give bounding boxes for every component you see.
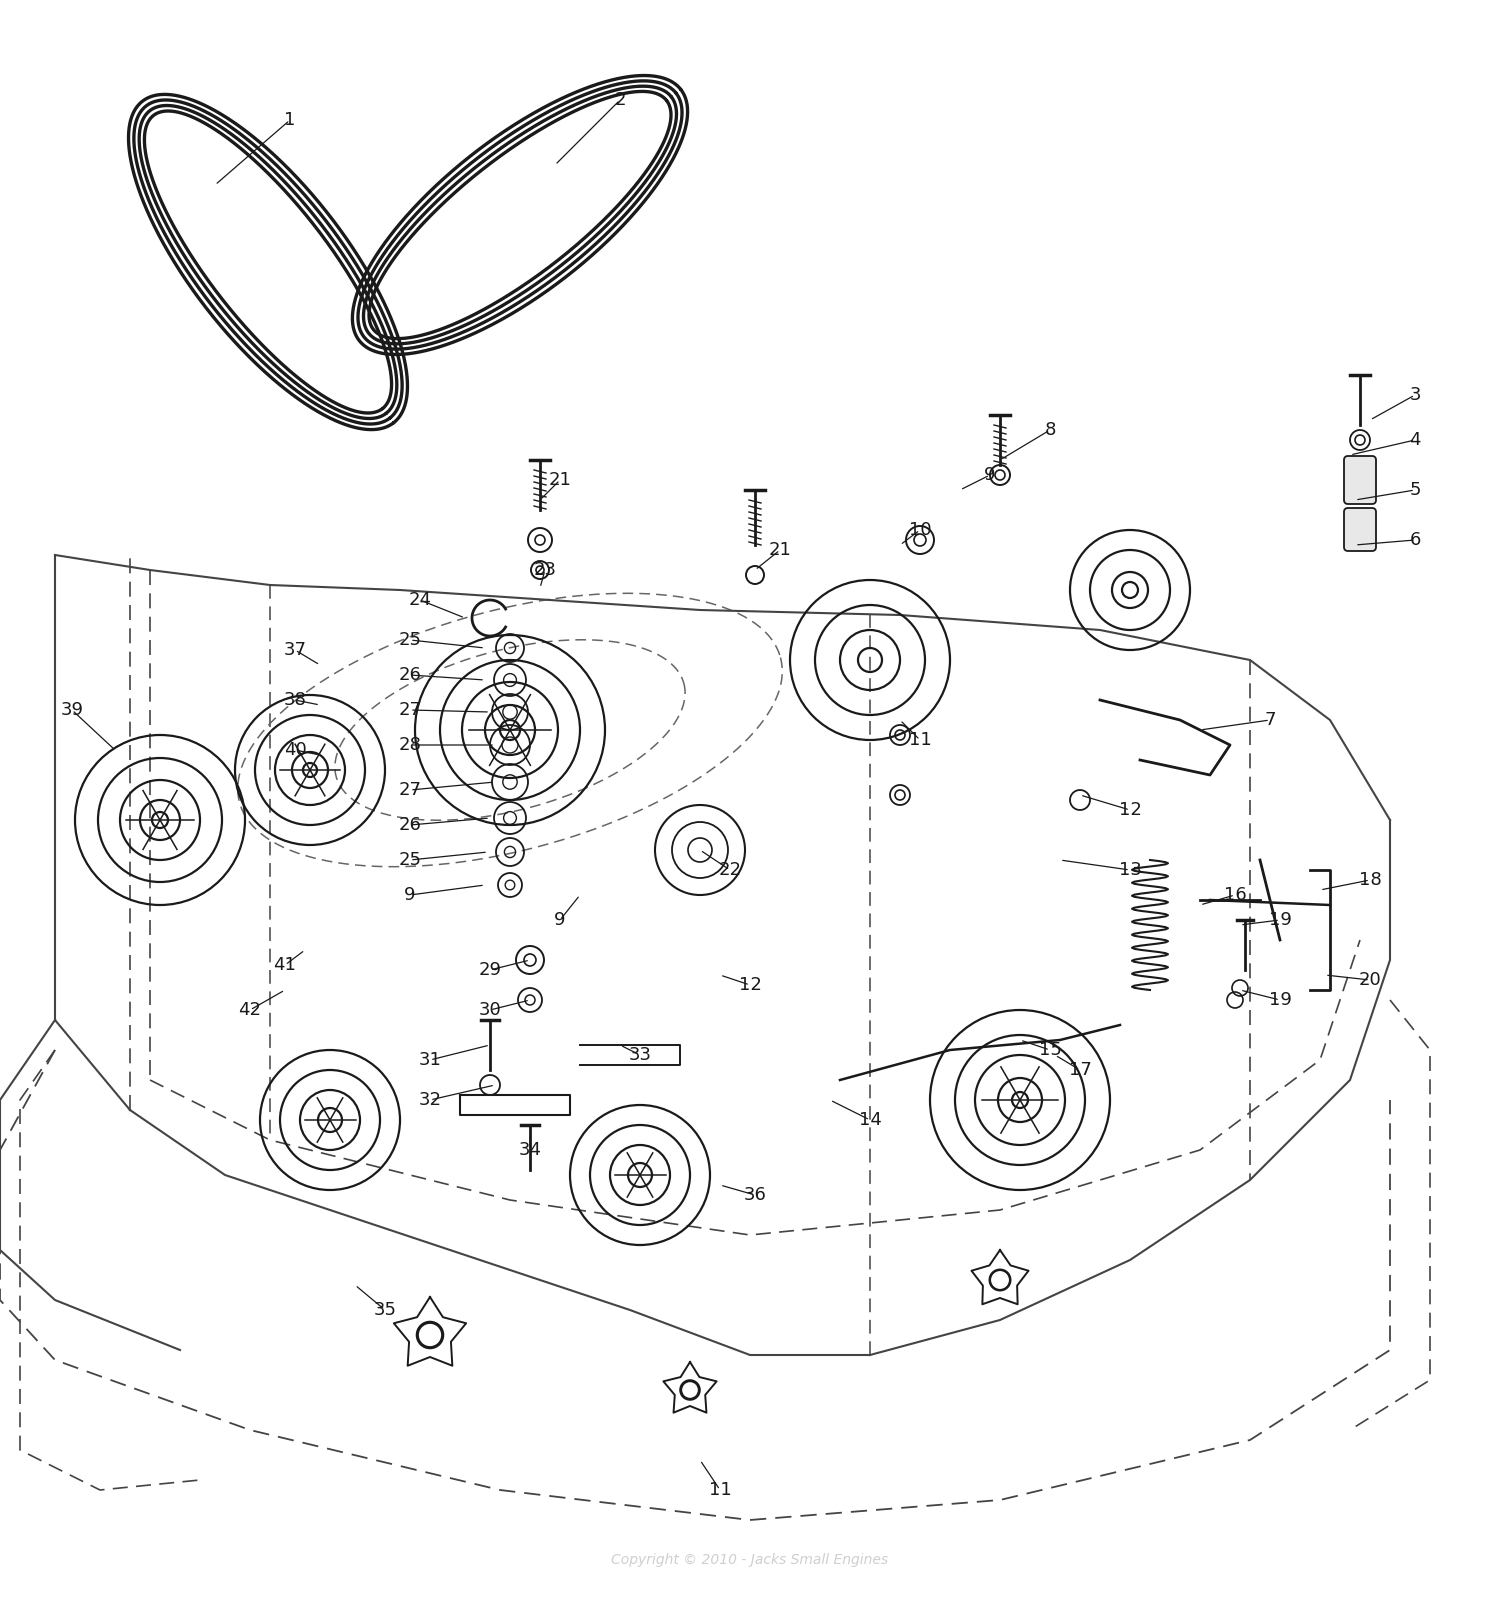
Text: 26: 26 (399, 667, 422, 684)
Text: 14: 14 (858, 1112, 882, 1129)
Text: 9: 9 (555, 911, 566, 929)
Text: 26: 26 (399, 815, 422, 833)
Text: 12: 12 (738, 976, 762, 993)
Text: 17: 17 (1068, 1061, 1092, 1079)
Text: 12: 12 (1119, 801, 1142, 819)
Text: 29: 29 (478, 961, 501, 979)
Text: 11: 11 (708, 1480, 732, 1498)
Text: 7: 7 (1264, 710, 1275, 730)
Text: 30: 30 (478, 1002, 501, 1019)
Text: 34: 34 (519, 1141, 542, 1158)
Text: 2: 2 (615, 91, 626, 108)
Text: Copyright © 2010 - Jacks Small Engines: Copyright © 2010 - Jacks Small Engines (612, 1553, 888, 1566)
Text: 1: 1 (285, 112, 296, 129)
Text: 25: 25 (399, 851, 422, 869)
Text: 38: 38 (284, 691, 306, 709)
Text: 41: 41 (273, 956, 297, 974)
Text: 27: 27 (399, 781, 422, 799)
Text: 19: 19 (1269, 911, 1292, 929)
Text: 16: 16 (1224, 887, 1246, 904)
Text: 9: 9 (984, 466, 996, 484)
Text: 5: 5 (1410, 481, 1420, 498)
Text: 21: 21 (768, 540, 792, 558)
Text: 37: 37 (284, 641, 306, 659)
FancyBboxPatch shape (1344, 456, 1376, 503)
Text: 15: 15 (1038, 1040, 1062, 1060)
Text: 6: 6 (1410, 531, 1420, 549)
Text: 36: 36 (744, 1186, 766, 1204)
Text: 31: 31 (419, 1052, 441, 1069)
Text: 32: 32 (419, 1091, 441, 1108)
Text: 40: 40 (284, 741, 306, 759)
Text: 19: 19 (1269, 990, 1292, 1010)
Text: 10: 10 (909, 521, 932, 539)
Text: 8: 8 (1044, 421, 1056, 438)
Text: 9: 9 (405, 887, 416, 904)
Text: 21: 21 (549, 471, 572, 489)
Text: 23: 23 (534, 561, 556, 579)
Text: 35: 35 (374, 1301, 396, 1319)
Text: 24: 24 (408, 591, 432, 608)
FancyBboxPatch shape (1344, 508, 1376, 552)
Text: 33: 33 (628, 1045, 651, 1065)
Text: 28: 28 (399, 736, 422, 754)
Text: 42: 42 (238, 1002, 261, 1019)
Text: 22: 22 (718, 861, 741, 879)
Text: 20: 20 (1359, 971, 1382, 989)
Text: 39: 39 (60, 701, 84, 718)
Text: 27: 27 (399, 701, 422, 718)
Text: 25: 25 (399, 631, 422, 649)
Text: 13: 13 (1119, 861, 1142, 879)
Text: 18: 18 (1359, 870, 1382, 888)
Text: 4: 4 (1410, 430, 1420, 450)
Text: 3: 3 (1410, 387, 1420, 404)
Text: 11: 11 (909, 731, 932, 749)
